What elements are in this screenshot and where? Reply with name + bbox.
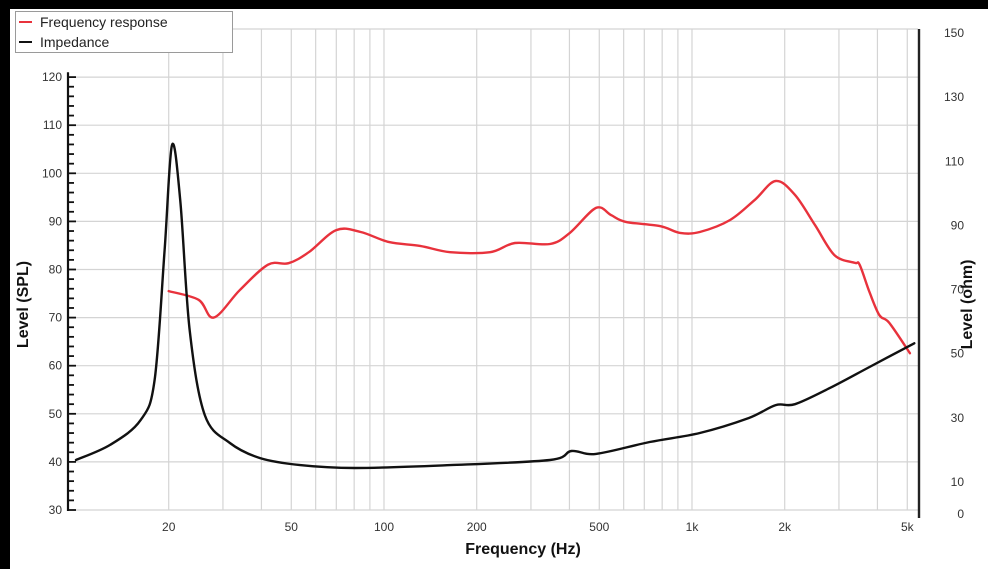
y2-axis-title: Level (ohm) xyxy=(959,260,976,350)
legend-label: Impedance xyxy=(40,34,110,50)
y2-tick-label: 70 xyxy=(951,283,965,297)
y-tick-label: 70 xyxy=(49,311,63,325)
legend-label: Frequency response xyxy=(40,14,168,30)
y-axis-title: Level (SPL) xyxy=(15,261,32,348)
y2-tick-label: 90 xyxy=(951,218,965,232)
legend: Frequency response Impedance xyxy=(15,11,233,53)
chart-canvas: 30 40 50 60 70 80 90 100 110 120 0 10 30 50 70 90 110 130… xyxy=(10,9,988,569)
x-tick-label: 200 xyxy=(467,520,487,534)
y-tick-label: 110 xyxy=(43,118,62,132)
legend-item-impedance: Impedance xyxy=(16,32,232,52)
line-chart: 30 40 50 60 70 80 90 100 110 120 0 10 30 50 70 90 110 130… xyxy=(15,26,976,558)
impedance-line xyxy=(74,142,916,470)
x-tick-label: 500 xyxy=(589,520,609,534)
legend-swatch-black xyxy=(19,41,32,43)
y2-tick-label: 10 xyxy=(951,475,965,489)
x-tick-label: 5k xyxy=(901,520,915,534)
y-tick-label: 50 xyxy=(49,407,63,421)
axis-labels: 30 40 50 60 70 80 90 100 110 120 0 10 30 50 70 90 110 130… xyxy=(15,26,976,558)
legend-item-frequency-response: Frequency response xyxy=(16,12,232,32)
y-tick-label: 80 xyxy=(49,263,63,277)
y-tick-label: 90 xyxy=(49,214,63,228)
y-tick-label: 100 xyxy=(42,166,62,180)
data-series xyxy=(74,142,916,470)
axes xyxy=(66,29,921,518)
x-tick-label: 20 xyxy=(162,520,176,534)
frequency-response-line xyxy=(167,179,912,355)
x-tick-label: 1k xyxy=(686,520,700,534)
y2-tick-label: 50 xyxy=(951,347,965,361)
y-tick-label: 120 xyxy=(42,70,62,84)
y2-tick-label: 30 xyxy=(951,411,965,425)
y-tick-label: 30 xyxy=(49,503,63,517)
grid-lines xyxy=(68,28,918,511)
legend-swatch-red xyxy=(19,21,32,23)
y2-tick-label: 150 xyxy=(944,26,964,40)
x-tick-label: 100 xyxy=(374,520,394,534)
y-tick-label: 60 xyxy=(49,359,63,373)
x-tick-label: 2k xyxy=(778,520,792,534)
y2-tick-label: 110 xyxy=(945,154,964,168)
x-axis-title: Frequency (Hz) xyxy=(465,541,581,558)
y2-tick-label: 0 xyxy=(957,507,964,521)
y-tick-label: 40 xyxy=(49,455,63,469)
x-tick-label: 50 xyxy=(285,520,299,534)
y2-tick-label: 130 xyxy=(944,90,964,104)
